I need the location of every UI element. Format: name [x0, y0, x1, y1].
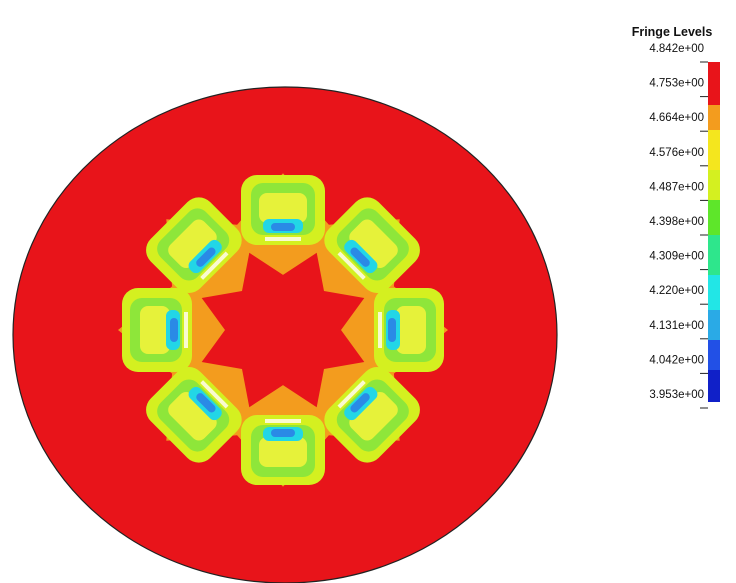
hot-spot-yellow [259, 193, 307, 223]
hot-spot-white [378, 312, 382, 348]
hot-spot [374, 288, 444, 372]
hot-spot-blue [350, 247, 370, 267]
hot-spot-yellow [349, 391, 398, 441]
hot-spot-yellow [349, 219, 398, 269]
hot-spot-blue [196, 393, 216, 413]
model-view [12, 86, 558, 583]
hot-spot-blue [388, 318, 396, 342]
hot-spot-white [337, 380, 366, 409]
legend-level: 4.398e+00 [649, 216, 704, 228]
legend-level: 4.220e+00 [649, 285, 704, 297]
legend-band [708, 170, 720, 200]
legend-band [708, 62, 720, 105]
hot-spot [146, 367, 242, 463]
legend: Fringe Levels 4.842e+00 4.753e+00 4.664e+0… [632, 25, 720, 409]
hot-spot-white [200, 380, 229, 409]
hot-spot [146, 197, 242, 293]
hot-spot-yellow [259, 437, 307, 467]
hot-spot [241, 415, 325, 485]
legend-level: 4.309e+00 [649, 251, 704, 263]
legend-band [708, 130, 720, 170]
legend-level: 4.842e+00 [649, 43, 704, 55]
legend-band [708, 310, 720, 340]
legend-level: 4.487e+00 [649, 181, 704, 193]
legend-band [708, 235, 720, 275]
inner-red [201, 252, 365, 408]
hot-spot-blue [196, 247, 216, 267]
hot-spot-blue [271, 429, 295, 437]
fringe-ring [118, 173, 448, 487]
hot-spot-white [200, 251, 229, 280]
hot-spot-yellow [168, 219, 217, 269]
legend-level: 4.042e+00 [649, 354, 704, 366]
hot-spot-white [337, 251, 366, 280]
legend-level: 4.753e+00 [649, 78, 704, 90]
legend-band [708, 200, 720, 235]
hot-spot [241, 175, 325, 245]
hot-spot [324, 367, 420, 463]
hot-spot-blue [271, 223, 295, 231]
legend-band [708, 370, 720, 402]
hot-spot [122, 288, 192, 372]
hot-spot-white [184, 312, 188, 348]
legend-band [708, 275, 720, 310]
legend-band [708, 340, 720, 370]
hot-spot-yellow [140, 306, 170, 354]
hot-spot-white [265, 237, 301, 241]
legend-level: 4.131e+00 [649, 320, 704, 332]
hot-spot [324, 197, 420, 293]
legend-band [708, 105, 720, 130]
legend-level: 3.953e+00 [649, 389, 704, 401]
hot-spot-yellow [396, 306, 426, 354]
hot-spot-blue [170, 318, 178, 342]
legend-level: 4.576e+00 [649, 147, 704, 159]
legend-level: 4.664e+00 [649, 112, 704, 124]
hot-spot-yellow [168, 391, 217, 441]
hot-spot-white [265, 419, 301, 423]
hot-spot-blue [350, 393, 370, 413]
legend-title: Fringe Levels [632, 25, 713, 39]
